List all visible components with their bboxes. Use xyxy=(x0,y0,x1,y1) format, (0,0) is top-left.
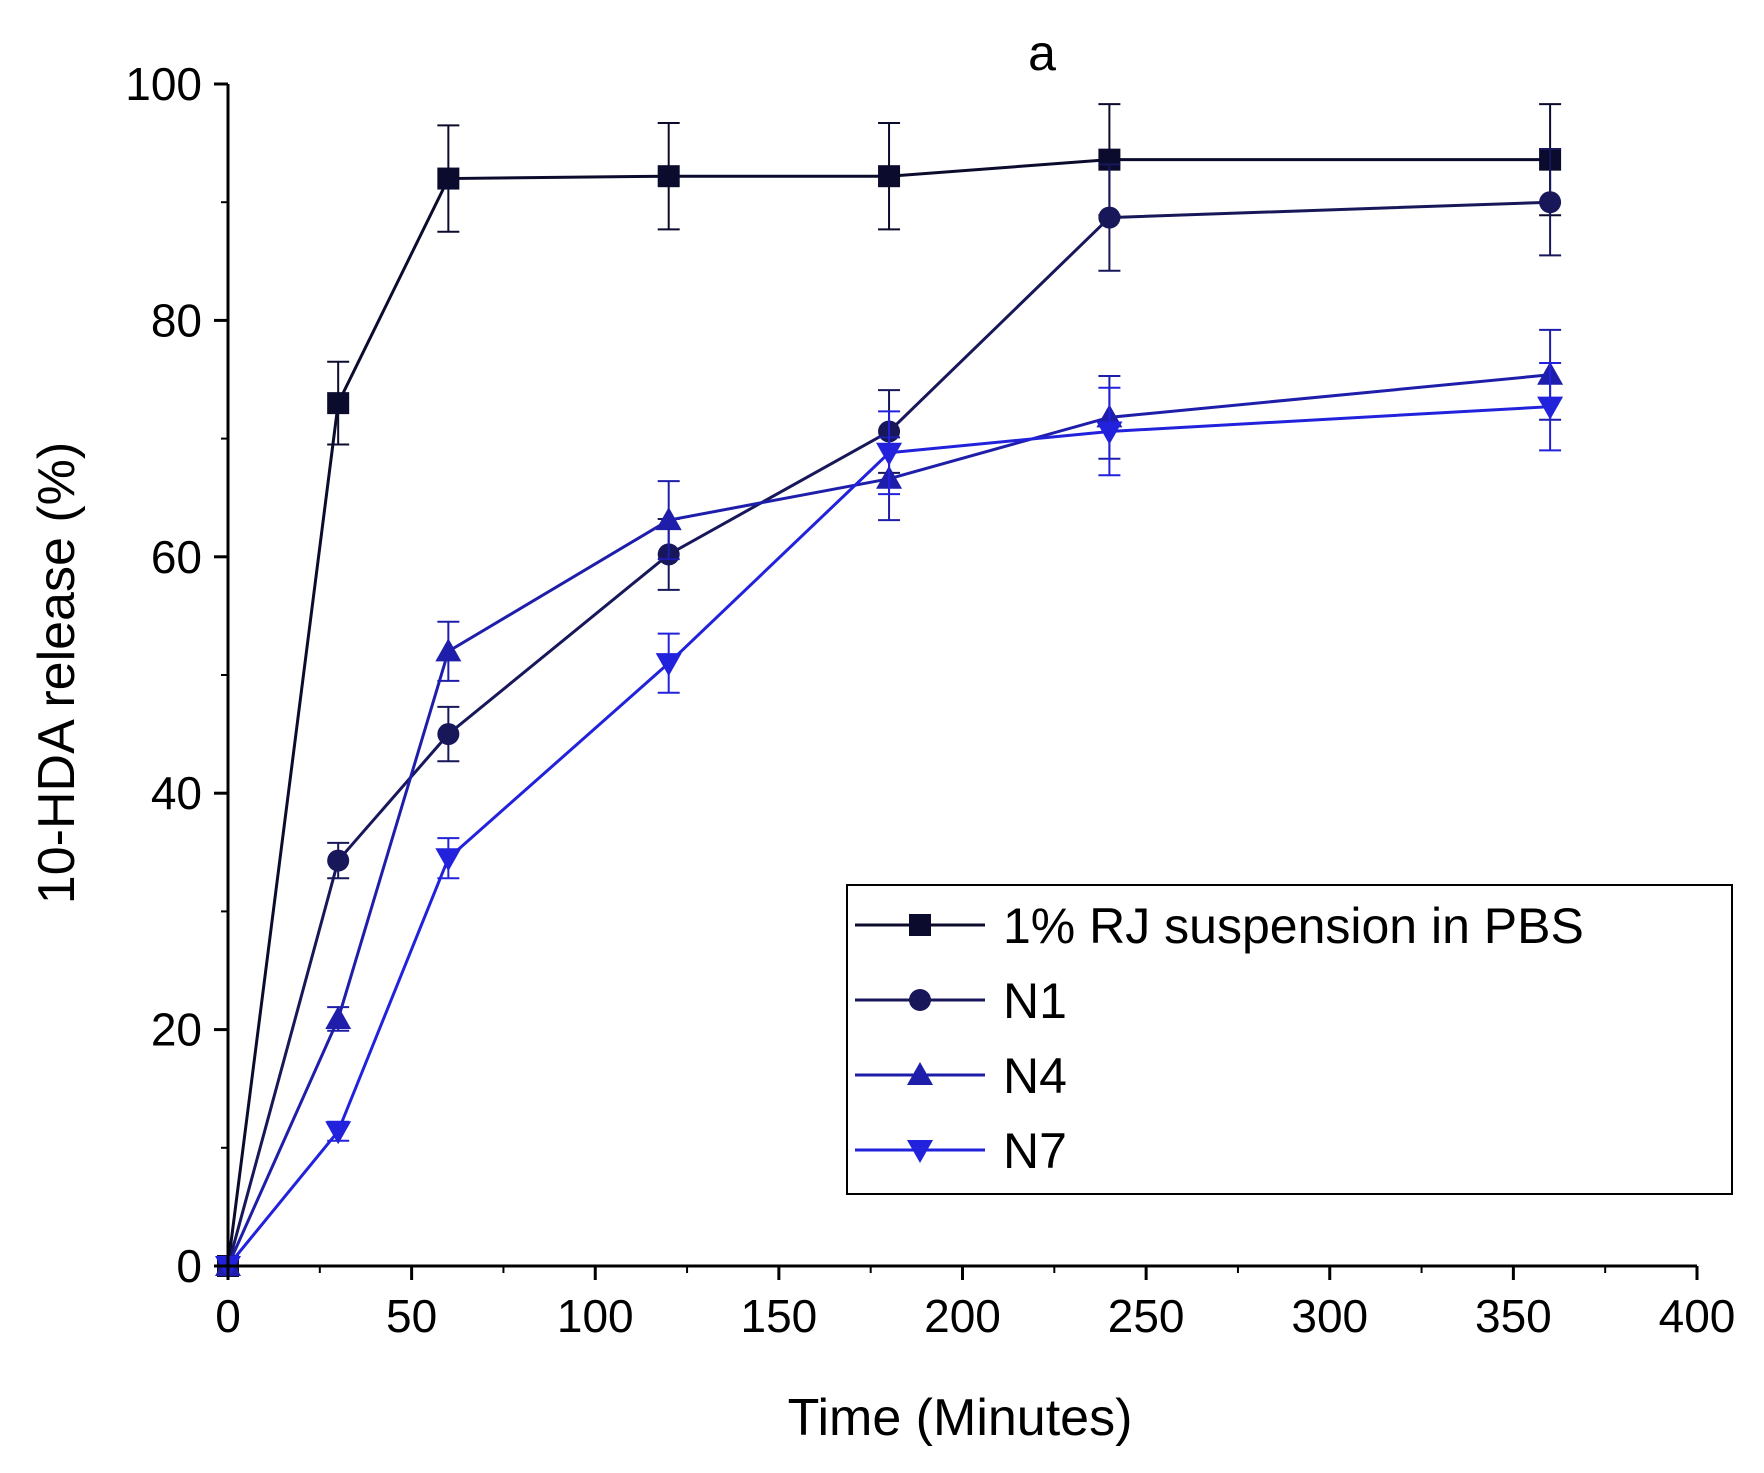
legend-item: 1% RJ suspension in PBS xyxy=(855,898,1584,954)
data-point xyxy=(435,848,462,872)
x-tick-label: 250 xyxy=(1108,1290,1185,1342)
legend-marker xyxy=(909,914,931,936)
y-tick-label: 100 xyxy=(125,58,202,110)
data-point xyxy=(437,167,460,190)
data-point xyxy=(1539,191,1562,214)
x-tick-label: 150 xyxy=(741,1290,818,1342)
y-tick-label: 0 xyxy=(176,1240,202,1292)
data-point xyxy=(878,165,901,188)
legend-marker xyxy=(907,1140,933,1163)
data-point xyxy=(325,1121,352,1145)
data-point xyxy=(327,392,350,415)
legend-label: N7 xyxy=(1003,1123,1067,1179)
legend-item: N7 xyxy=(855,1123,1067,1179)
x-tick-label: 350 xyxy=(1475,1290,1552,1342)
data-point xyxy=(1098,206,1121,229)
data-point xyxy=(657,165,680,188)
x-tick-label: 200 xyxy=(924,1290,1001,1342)
legend: 1% RJ suspension in PBS N1 N4 N7 xyxy=(846,884,1733,1195)
x-tick-label: 50 xyxy=(386,1290,437,1342)
data-point xyxy=(437,723,460,746)
legend-label: 1% RJ suspension in PBS xyxy=(1003,898,1584,954)
x-axis-title: Time (Minutes) xyxy=(788,1389,1133,1447)
ticks: 0 50 100 150 200 250 300 350 400 0 20 40 60 80 100 xyxy=(125,58,1735,1342)
data-point xyxy=(327,849,350,872)
y-axis-title: 10-HDA release (%) xyxy=(28,442,86,904)
y-tick-label: 60 xyxy=(151,531,202,583)
legend-item: N4 xyxy=(855,1048,1067,1104)
y-tick-label: 80 xyxy=(151,294,202,346)
data-point xyxy=(1537,396,1564,420)
x-tick-label: 300 xyxy=(1291,1290,1368,1342)
data-point xyxy=(1096,421,1123,445)
chart-title: a xyxy=(1028,25,1056,81)
x-tick-label: 0 xyxy=(215,1290,241,1342)
data-point xyxy=(435,638,462,662)
series-layer xyxy=(215,103,1564,1279)
legend-label: N1 xyxy=(1003,973,1067,1029)
legend-item: N1 xyxy=(855,973,1067,1029)
data-point xyxy=(876,442,903,466)
legend-marker xyxy=(907,1062,933,1085)
y-tick-label: 20 xyxy=(151,1004,202,1056)
data-point xyxy=(655,653,682,677)
y-tick-label: 40 xyxy=(151,767,202,819)
legend-marker xyxy=(909,989,931,1011)
legend-label: N4 xyxy=(1003,1048,1067,1104)
legend-box xyxy=(846,884,1733,1195)
x-tick-label: 400 xyxy=(1659,1290,1736,1342)
data-point xyxy=(655,507,682,531)
x-tick-label: 100 xyxy=(557,1290,634,1342)
data-point xyxy=(325,1005,352,1029)
series-n7 xyxy=(215,361,1564,1279)
